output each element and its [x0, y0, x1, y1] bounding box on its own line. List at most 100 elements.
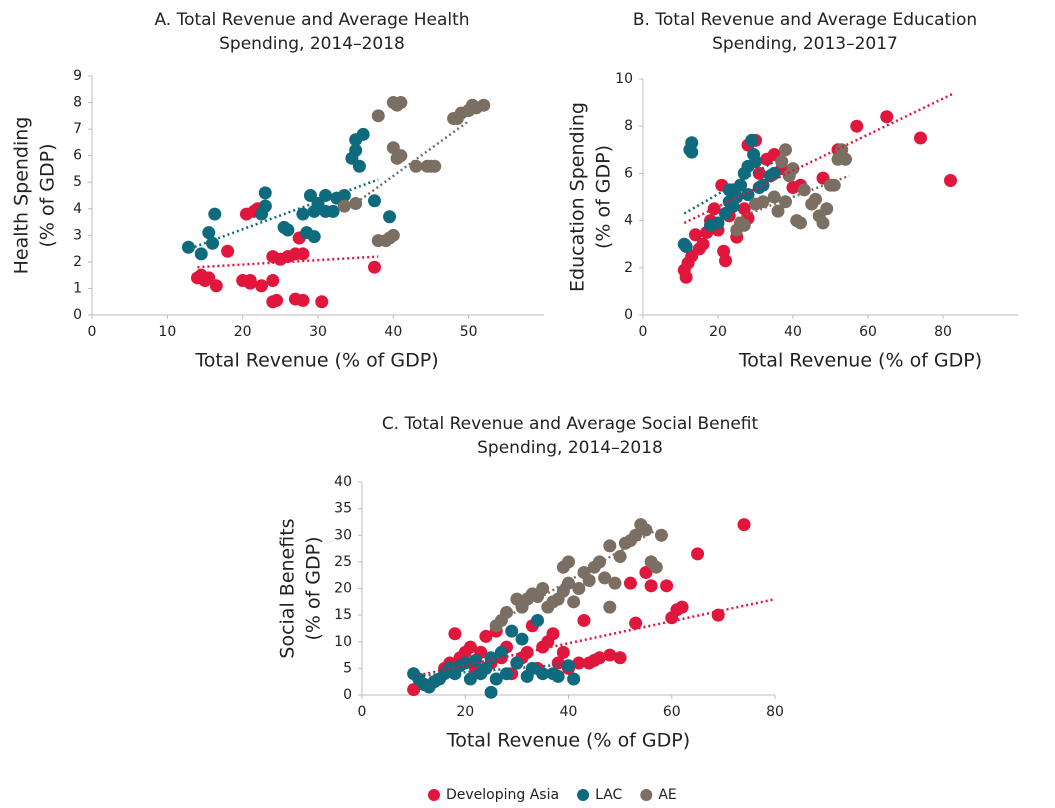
point: [500, 667, 514, 681]
point: [296, 207, 310, 221]
point: [572, 582, 586, 595]
point: [839, 152, 852, 166]
y-tick-label: 0: [343, 687, 352, 703]
legend-label: AE: [658, 787, 676, 803]
point: [850, 119, 864, 133]
point: [639, 566, 653, 580]
y-tick-label: 20: [334, 581, 352, 597]
chart-title: B. Total Revenue and Average Education: [633, 10, 977, 30]
point: [477, 98, 491, 112]
x-axis-label: Total Revenue (% of GDP): [194, 350, 438, 372]
point: [349, 143, 363, 157]
point: [577, 613, 591, 627]
point: [603, 539, 617, 553]
x-tick-label: 10: [158, 324, 176, 340]
point: [494, 645, 508, 659]
point: [880, 110, 894, 124]
chart-title: C. Total Revenue and Average Social Bene…: [382, 414, 759, 434]
point: [194, 247, 208, 261]
point: [368, 194, 381, 208]
point: [752, 166, 766, 180]
point: [428, 159, 442, 173]
point: [660, 579, 674, 593]
point: [598, 571, 612, 585]
point: [337, 199, 351, 213]
point: [914, 131, 927, 145]
point: [603, 648, 617, 662]
point: [409, 159, 423, 173]
legend-label: LAC: [595, 787, 622, 803]
point: [629, 528, 643, 542]
point: [562, 659, 575, 673]
point: [741, 188, 755, 202]
point: [209, 279, 223, 293]
point: [469, 653, 483, 667]
point: [243, 273, 257, 287]
y-axis-label: (% of GDP): [303, 536, 325, 640]
point: [484, 685, 498, 699]
point: [505, 624, 519, 638]
point: [827, 178, 841, 192]
point: [510, 656, 524, 670]
point: [779, 195, 792, 209]
x-tick-label: 20: [709, 324, 727, 340]
x-tick-label: 0: [88, 324, 97, 340]
point: [386, 228, 400, 242]
y-tick-label: 4: [624, 213, 633, 229]
point: [352, 159, 366, 173]
point: [816, 216, 830, 230]
point: [368, 260, 381, 274]
point: [685, 145, 699, 159]
y-tick-label: 40: [334, 474, 352, 490]
y-tick-label: 10: [334, 634, 352, 650]
y-tick-label: 3: [73, 227, 82, 243]
point: [771, 204, 785, 218]
point: [711, 216, 725, 230]
y-tick-label: 35: [334, 501, 352, 517]
point: [448, 627, 462, 641]
chart-title: Spending, 2014–2018: [477, 438, 663, 458]
point: [463, 640, 477, 654]
point: [479, 629, 493, 643]
point: [567, 672, 581, 686]
point: [730, 190, 744, 204]
x-tick-label: 40: [560, 704, 578, 720]
point: [737, 218, 751, 232]
y-tick-label: 30: [334, 527, 352, 543]
y-axis-label: Education Spending: [567, 102, 589, 292]
x-tick-label: 40: [784, 324, 802, 340]
point: [644, 579, 658, 593]
point: [458, 656, 472, 670]
point: [349, 196, 363, 210]
point: [296, 247, 310, 261]
point: [463, 672, 477, 686]
y-axis-label: Social Benefits: [277, 518, 299, 658]
point: [944, 173, 957, 187]
point: [489, 672, 503, 686]
point: [536, 667, 550, 681]
point: [767, 166, 781, 180]
legend-label: Developing Asia: [446, 787, 559, 803]
y-tick-label: 0: [624, 307, 633, 323]
point: [572, 656, 586, 670]
y-tick-label: 25: [334, 554, 352, 570]
point: [546, 627, 560, 641]
point: [525, 661, 539, 675]
y-tick-label: 9: [73, 68, 82, 84]
point: [603, 600, 617, 614]
point: [208, 207, 222, 221]
y-tick-label: 10: [615, 71, 633, 87]
x-tick-label: 80: [934, 324, 952, 340]
x-tick-label: 80: [766, 704, 784, 720]
x-tick-label: 50: [460, 324, 478, 340]
legend-marker: [428, 789, 440, 801]
point: [270, 293, 284, 307]
point: [623, 576, 637, 590]
point: [691, 547, 705, 561]
point: [206, 236, 220, 250]
y-tick-label: 2: [73, 254, 82, 270]
y-tick-label: 8: [73, 95, 82, 111]
point: [266, 273, 280, 287]
